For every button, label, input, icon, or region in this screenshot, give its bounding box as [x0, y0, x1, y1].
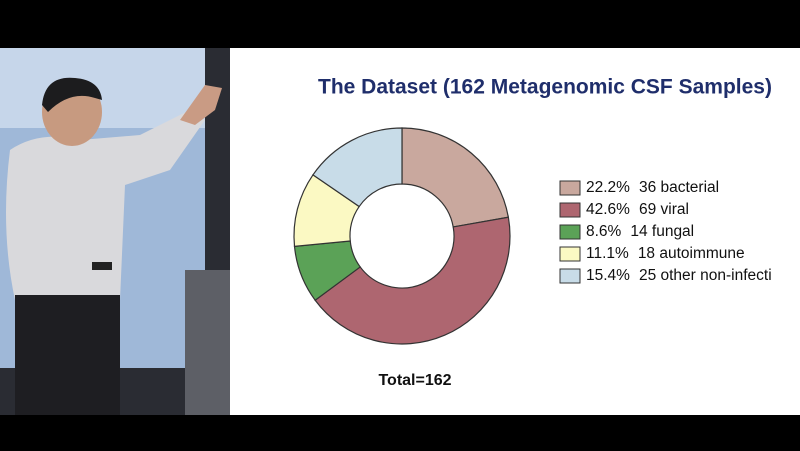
donut-slice: [401, 127, 510, 228]
donut-slice: [312, 127, 403, 208]
legend-swatch: [559, 180, 581, 196]
legend-value-label: 15.4%: [586, 267, 630, 284]
legend-label: 69 viral: [639, 201, 689, 218]
stage-light: [0, 48, 205, 128]
legend-label: 14 fungal: [630, 223, 694, 240]
legend-value-label: 11.1%: [586, 245, 629, 262]
speaker-hand: [180, 85, 222, 125]
speaker-scene: [0, 48, 230, 415]
speaker-hair: [42, 77, 102, 112]
legend-value-label: 42.6%: [586, 201, 630, 218]
donut-slice: [314, 216, 511, 345]
legend-value-label: 8.6%: [586, 223, 622, 240]
clicker: [92, 262, 112, 270]
legend-swatch: [559, 202, 581, 218]
legend-swatch: [559, 268, 581, 284]
legend-label: 25 other non-infecti: [639, 267, 772, 284]
legend-label: 18 autoimmune: [638, 245, 745, 262]
speaker-pants: [15, 295, 120, 415]
legend-swatch: [559, 246, 581, 262]
speaker-shirt: [6, 110, 205, 300]
legend-label: 36 bacterial: [639, 179, 719, 196]
legend-swatch: [559, 224, 581, 240]
total-annotation: Total=162: [378, 372, 451, 389]
chart-title: The Dataset (162 Metagenomic CSF Samples…: [318, 76, 772, 99]
legend-value-label: 22.2%: [586, 179, 630, 196]
podium: [185, 270, 230, 415]
